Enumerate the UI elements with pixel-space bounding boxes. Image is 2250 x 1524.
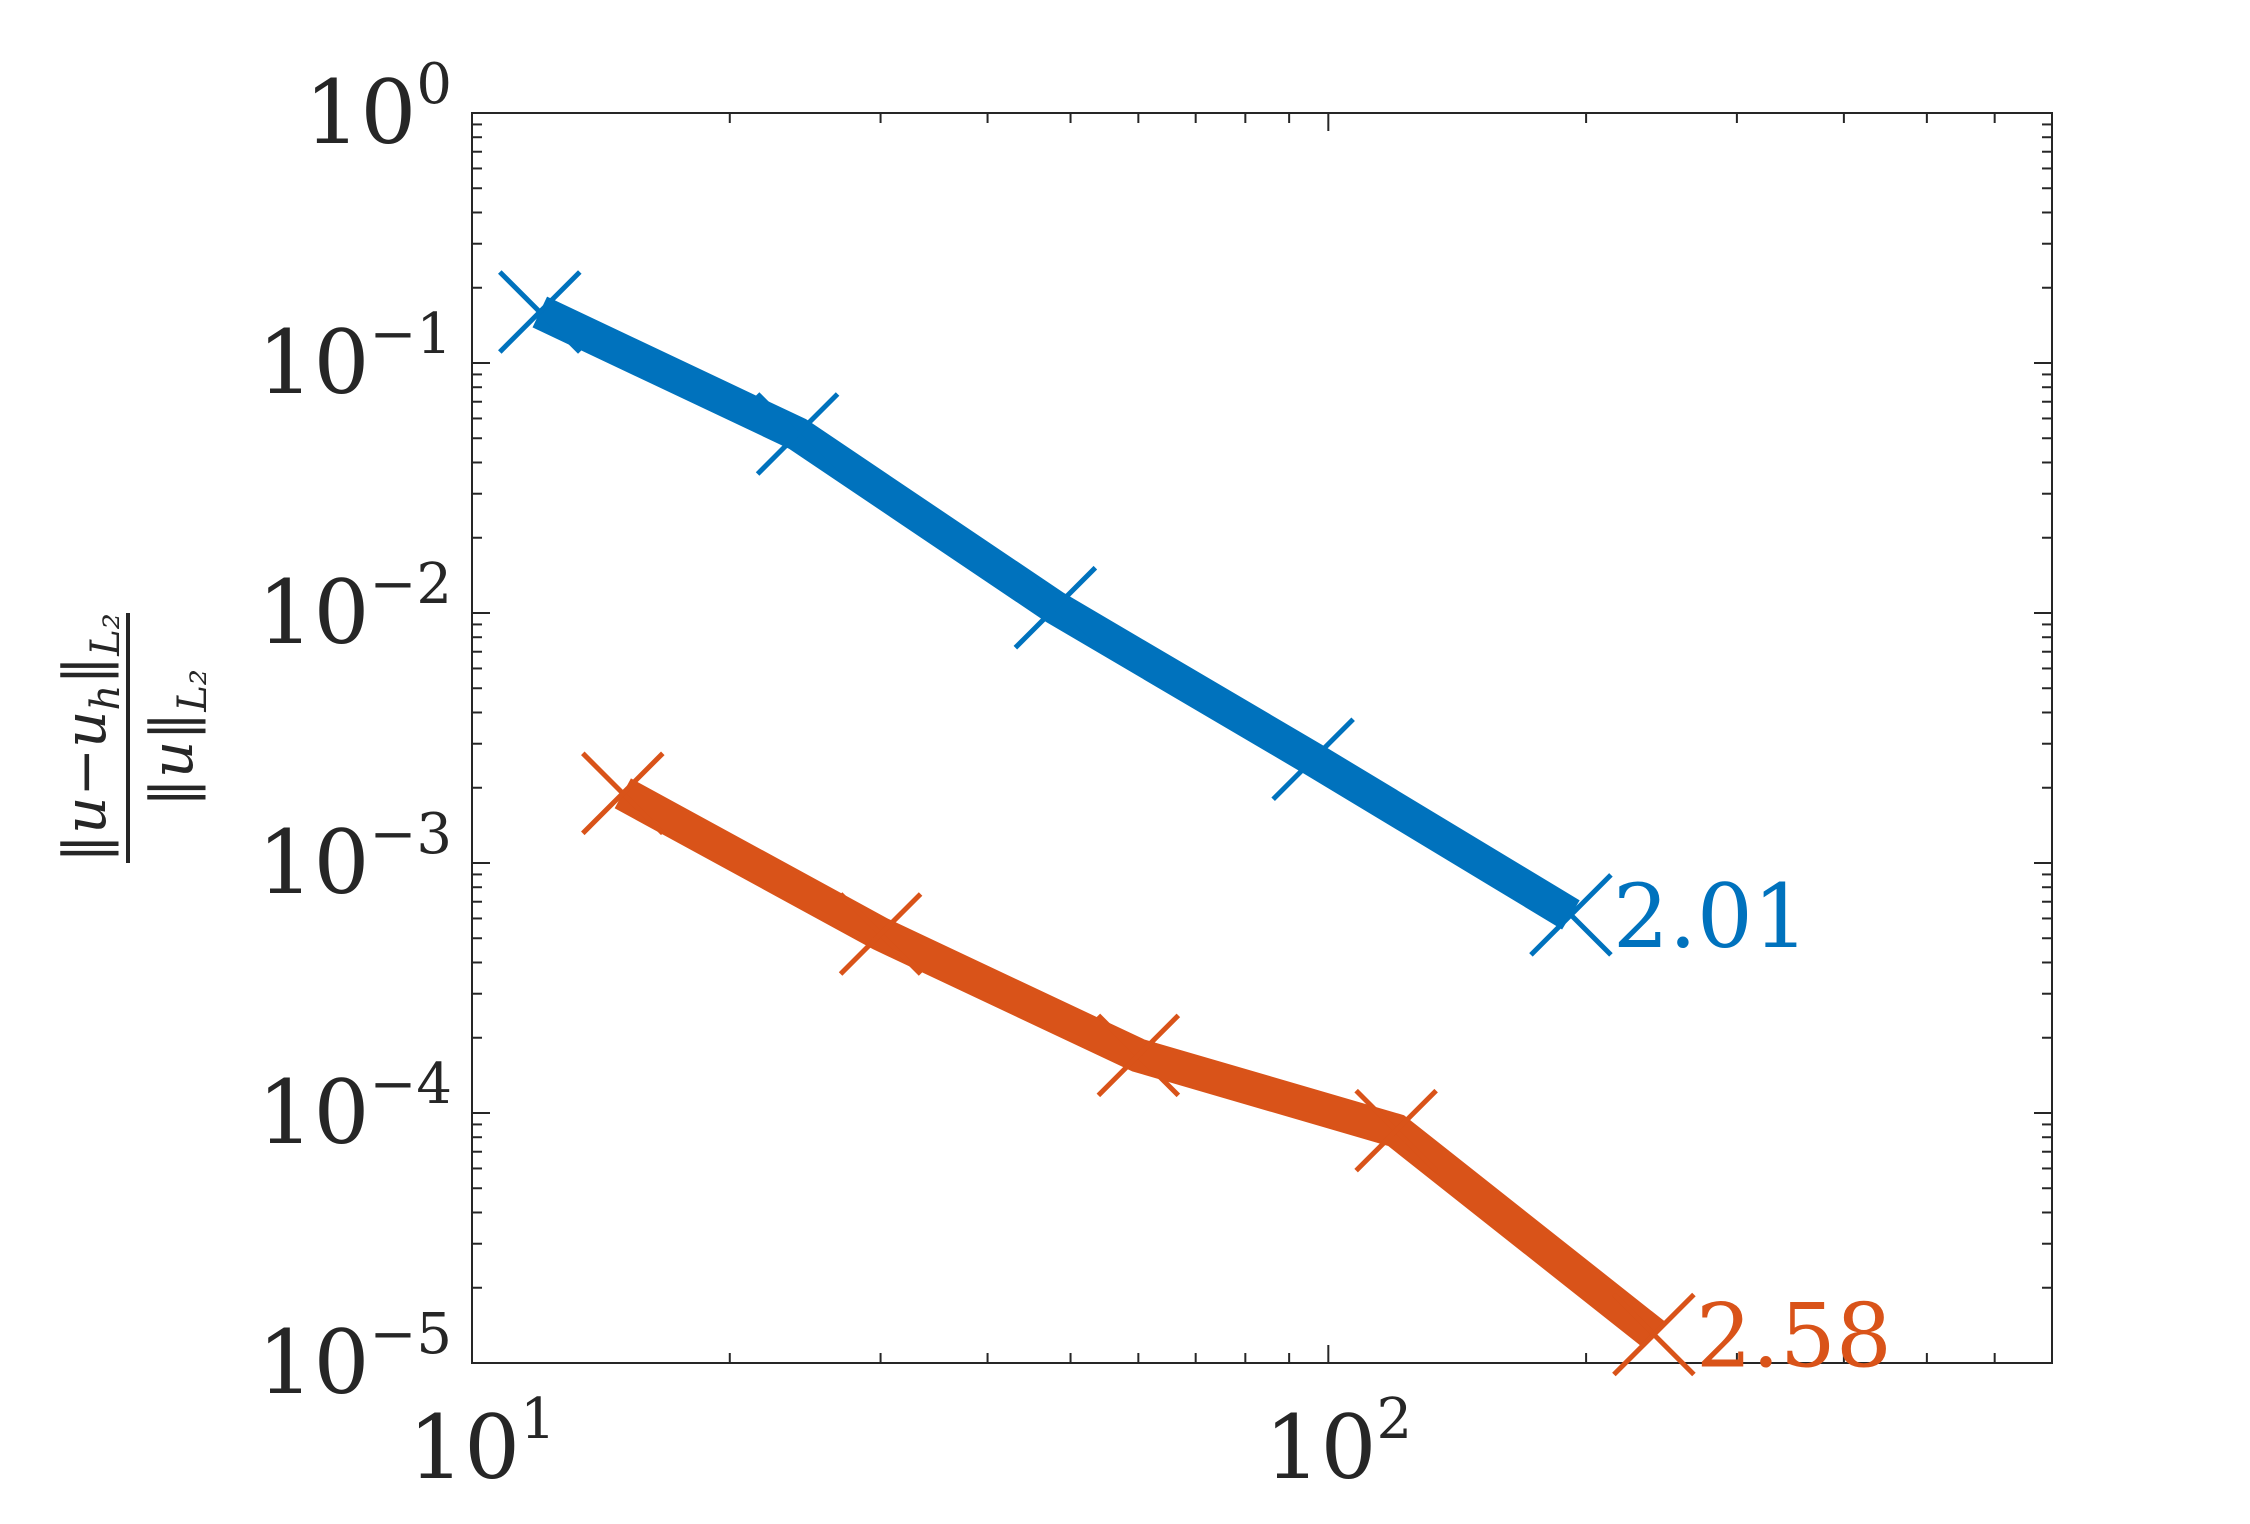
- rate-label: 2.01: [1613, 865, 1809, 968]
- y-tick-label: 10−5: [257, 1302, 452, 1414]
- data-point-marker: [1612, 1292, 1696, 1377]
- y-tick-label: 10−1: [257, 302, 452, 414]
- minor-ticks: [472, 113, 2053, 1363]
- x-tick-label: 101: [408, 1387, 556, 1499]
- data-point-marker: [1354, 1088, 1438, 1173]
- y-tick-labels: 100 10−1 10−2 10−3 10−4 10−5: [257, 52, 452, 1414]
- data-point-marker: [755, 392, 840, 476]
- x-tick-labels: 101 102: [408, 1387, 1412, 1499]
- y-tick-label: 10−2: [257, 552, 452, 664]
- y-axis-label: ‖u−uh‖L₂ ‖u‖L₂: [51, 613, 216, 863]
- y-tick-label: 10−3: [257, 802, 452, 914]
- x-tick-label: 102: [1265, 1387, 1413, 1499]
- y-tick-label: 10−4: [257, 1052, 452, 1164]
- series-2: 2.58: [581, 751, 1892, 1388]
- data-point-marker: [1529, 873, 1613, 957]
- y-tick-label: 100: [304, 52, 452, 164]
- major-ticks: [471, 112, 2052, 1364]
- rate-label: 2.58: [1696, 1285, 1892, 1388]
- ylabel-denominator: ‖u‖L₂: [138, 669, 216, 807]
- data-point-marker: [1271, 717, 1355, 802]
- data-point-marker: [1096, 1013, 1181, 1098]
- data-point-marker: [498, 270, 582, 354]
- data-point-marker: [838, 892, 923, 976]
- ylabel-numerator: ‖u−uh‖L₂: [51, 613, 129, 863]
- series-layer: 2.01 2.58: [498, 270, 1892, 1388]
- data-point-marker: [1013, 565, 1098, 650]
- series-1: 2.01: [498, 270, 1809, 968]
- data-point-marker: [581, 751, 665, 836]
